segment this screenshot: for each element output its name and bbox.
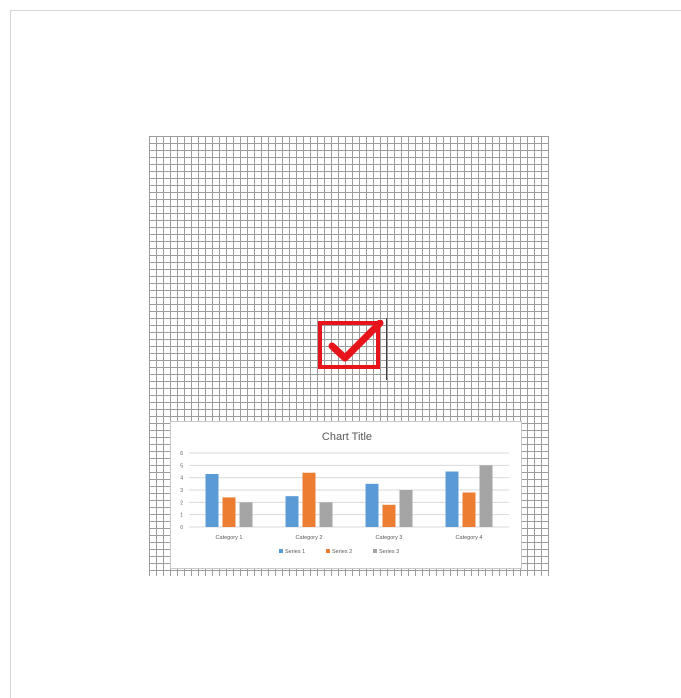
bar [285,496,299,527]
bar [445,471,459,527]
category-label: Category 4 [456,535,483,541]
legend-swatch [373,549,377,553]
legend-swatch [279,549,283,553]
bar-chart: Chart Title 0 1 2 3 4 5 6 Category 1 Category 2 C… [180,431,509,555]
legend-label: Series 1 [285,549,305,555]
bar [205,473,219,527]
text-cursor [386,318,387,380]
bar [462,492,476,527]
legend-swatch [326,549,330,553]
chart-container[interactable]: Chart Title 0 1 2 3 4 5 6 Category 1 Category 2 C… [170,421,522,569]
y-tick-label: 4 [180,476,183,482]
bar [479,465,493,527]
bar [239,502,253,527]
category-label: Category 3 [376,535,403,541]
category-label: Category 2 [296,535,323,541]
bar [382,504,396,527]
bar [222,497,236,527]
y-tick-label: 5 [180,463,183,469]
y-tick-label: 2 [180,500,183,506]
legend-label: Series 2 [332,549,352,555]
category-label: Category 1 [216,535,243,541]
checked-checkbox-icon[interactable] [318,320,384,370]
chart-title: Chart Title [322,431,372,443]
bar [399,490,413,527]
legend-label: Series 3 [379,549,399,555]
bar [319,502,333,527]
bar [365,483,379,527]
y-tick-label: 0 [180,525,183,531]
y-tick-label: 3 [180,488,183,494]
y-tick-label: 1 [180,513,183,519]
bar [302,472,316,527]
y-tick-label: 6 [180,451,183,457]
